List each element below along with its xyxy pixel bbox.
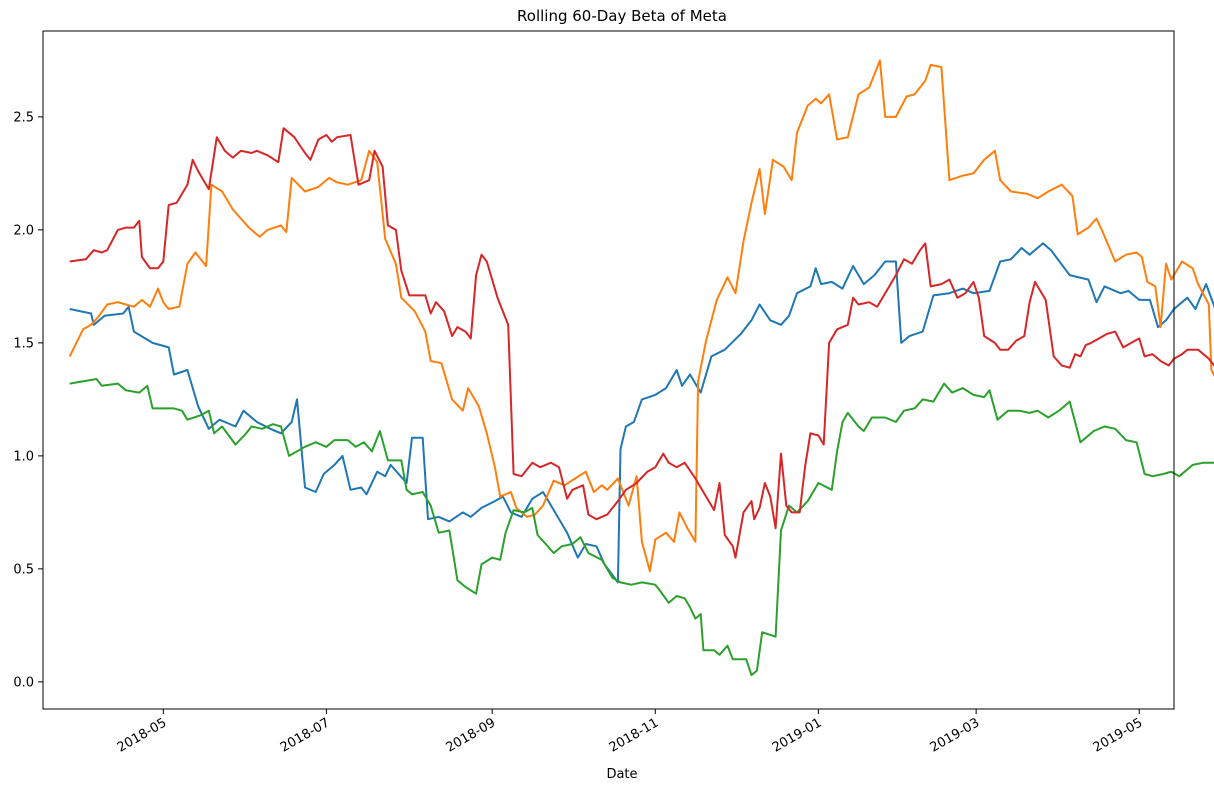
x-tick-label: 2019-03 <box>928 715 983 755</box>
x-tick-label: 2018-11 <box>607 715 662 755</box>
x-axis-label: Date <box>606 767 637 782</box>
y-axis: 0.0 0.5 1.0 1.5 2.0 2.5 <box>13 110 43 690</box>
x-axis: 2018-05 2018-07 2018-09 2018-11 2019-01 2019-… <box>115 709 1145 756</box>
x-tick-label: 2018-05 <box>115 715 170 755</box>
y-tick-label: 1.0 <box>13 449 34 464</box>
plot-lines <box>68 59 1214 677</box>
series-line-2 <box>68 59 1214 573</box>
x-tick-label: 2019-01 <box>770 715 825 755</box>
series-line-3 <box>69 378 1214 677</box>
y-tick-label: 0.0 <box>13 675 34 690</box>
series-line-4 <box>69 127 1214 559</box>
x-tick-label: 2018-07 <box>278 715 333 755</box>
y-tick-label: 0.5 <box>13 562 34 577</box>
chart-title: Rolling 60-Day Beta of Meta <box>517 7 727 25</box>
plot-area-frame <box>42 30 1175 710</box>
y-tick-label: 2.5 <box>13 110 34 125</box>
y-tick-label: 2.0 <box>13 223 34 238</box>
x-tick-label: 2019-05 <box>1091 715 1146 755</box>
series-line-1 <box>69 242 1214 584</box>
x-tick-label: 2018-09 <box>444 715 499 755</box>
y-tick-label: 1.5 <box>13 336 34 351</box>
